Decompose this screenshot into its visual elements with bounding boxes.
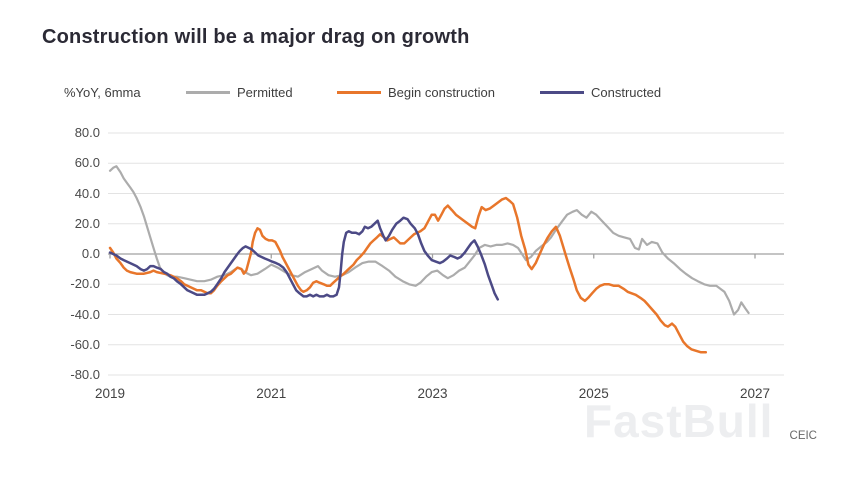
x-tick-label-2021: 2021 bbox=[256, 386, 287, 401]
source-label: CEIC bbox=[789, 430, 817, 442]
legend-label-constructed: Constructed bbox=[591, 85, 662, 100]
legend-item-constructed: Constructed bbox=[540, 85, 661, 100]
x-tick-label-2027: 2027 bbox=[739, 386, 771, 401]
x-tick-label-2019: 2019 bbox=[94, 386, 126, 401]
y-tick-label--60: -60.0 bbox=[70, 336, 100, 352]
legend-label-begin-construction: Begin construction bbox=[388, 85, 495, 100]
series-line-begin-construction bbox=[108, 196, 708, 354]
series-line-constructed bbox=[108, 216, 500, 301]
y-tick-label--80: -80.0 bbox=[70, 367, 100, 382]
legend-item-begin-construction: Begin construction bbox=[337, 85, 495, 100]
legend-label-permitted: Permitted bbox=[237, 85, 293, 100]
chart-title: Construction will be a major drag on gro… bbox=[42, 26, 470, 48]
y-tick-label-40: 40.0 bbox=[74, 185, 100, 201]
y-tick-label-60: 60.0 bbox=[74, 155, 100, 171]
fastbull-watermark: FastBull bbox=[584, 395, 774, 447]
legend-swatch-begin-construction bbox=[337, 91, 381, 94]
legend-swatch-constructed bbox=[540, 91, 584, 94]
x-tick-label-2025: 2025 bbox=[578, 386, 609, 401]
y-tick-label-80: 80.0 bbox=[74, 125, 100, 140]
y-tick-label-0: 0.0 bbox=[81, 246, 100, 261]
y-tick-label--40: -40.0 bbox=[70, 306, 100, 322]
legend-swatch-permitted bbox=[186, 91, 230, 94]
legend-item-permitted: Permitted bbox=[186, 85, 293, 100]
y-tick-label--20: -20.0 bbox=[70, 276, 100, 292]
y-axis-unit-label: %YoY, 6mma bbox=[64, 85, 141, 100]
y-tick-label-20: 20.0 bbox=[74, 215, 100, 231]
x-tick-label-2023: 2023 bbox=[417, 386, 448, 401]
series-line-permitted bbox=[108, 165, 750, 316]
